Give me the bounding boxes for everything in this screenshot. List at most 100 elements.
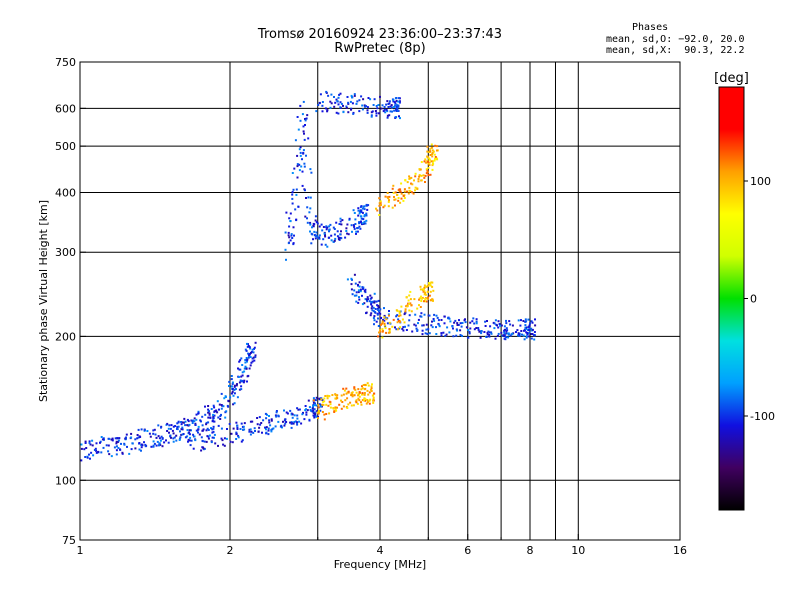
- data-point: [311, 233, 314, 236]
- data-point: [328, 412, 331, 415]
- data-point: [335, 409, 338, 412]
- data-point: [421, 324, 424, 327]
- data-point: [330, 93, 333, 96]
- data-point: [264, 412, 267, 415]
- data-point: [270, 430, 273, 433]
- data-point: [322, 238, 325, 241]
- data-point: [180, 433, 183, 436]
- data-point: [503, 334, 506, 337]
- data-point: [528, 327, 531, 330]
- data-point: [317, 409, 320, 412]
- data-point: [352, 112, 355, 115]
- data-point: [368, 402, 371, 405]
- data-point: [376, 304, 379, 307]
- data-point: [306, 114, 309, 117]
- data-point: [334, 394, 337, 397]
- data-point: [208, 412, 211, 415]
- data-point: [383, 324, 386, 327]
- data-point: [223, 437, 226, 440]
- data-point: [344, 399, 347, 402]
- data-point: [172, 432, 175, 435]
- data-point: [387, 205, 390, 208]
- data-point: [237, 367, 239, 370]
- data-point: [397, 97, 400, 100]
- data-point: [497, 332, 500, 335]
- data-point: [249, 433, 252, 436]
- data-point: [419, 288, 422, 291]
- data-point: [228, 385, 230, 387]
- data-point: [360, 217, 363, 220]
- data-point: [496, 324, 498, 327]
- data-point: [413, 323, 416, 326]
- data-point: [419, 168, 422, 171]
- data-point: [292, 422, 295, 425]
- data-point: [265, 428, 267, 431]
- data-point: [88, 453, 90, 456]
- data-point: [428, 294, 431, 297]
- data-point: [184, 420, 187, 423]
- data-point: [247, 345, 250, 347]
- data-point: [259, 423, 262, 426]
- data-point: [403, 190, 406, 193]
- data-point: [361, 222, 364, 225]
- data-point: [275, 411, 278, 414]
- data-point: [376, 107, 379, 110]
- data-point: [219, 415, 222, 418]
- data-point: [486, 333, 489, 336]
- data-point: [426, 169, 429, 172]
- data-point: [403, 197, 406, 199]
- data-point: [130, 432, 133, 435]
- data-point: [529, 322, 531, 325]
- data-point: [240, 440, 243, 443]
- data-point: [309, 223, 312, 226]
- data-point: [426, 297, 429, 300]
- data-point: [334, 397, 337, 400]
- data-point: [281, 426, 283, 429]
- data-point: [244, 348, 247, 351]
- data-point: [167, 427, 170, 430]
- data-point: [137, 428, 140, 431]
- data-point: [456, 322, 459, 325]
- data-point: [432, 299, 434, 302]
- data-point: [427, 328, 430, 331]
- data-point: [370, 301, 373, 304]
- data-point: [91, 444, 94, 447]
- data-point: [317, 417, 319, 420]
- data-point: [394, 191, 397, 194]
- data-point: [291, 237, 294, 239]
- data-point: [243, 370, 246, 373]
- data-point: [394, 326, 396, 329]
- data-point: [386, 110, 389, 113]
- data-point: [362, 218, 365, 221]
- data-point: [315, 415, 318, 418]
- data-point: [321, 411, 324, 413]
- data-point: [370, 296, 373, 299]
- data-point: [212, 427, 215, 430]
- data-point: [296, 116, 299, 118]
- data-point: [429, 284, 432, 287]
- data-point: [84, 442, 87, 444]
- data-point: [393, 196, 395, 198]
- data-point: [335, 221, 338, 224]
- data-point: [350, 283, 353, 286]
- data-point: [311, 407, 314, 410]
- data-point: [312, 397, 315, 400]
- data-point: [358, 296, 360, 299]
- data-point: [337, 238, 340, 240]
- data-point: [468, 332, 471, 335]
- data-point: [523, 338, 526, 341]
- data-point: [451, 325, 454, 328]
- data-point: [306, 409, 309, 412]
- data-point: [289, 239, 292, 242]
- data-point: [511, 324, 514, 327]
- data-point: [371, 110, 374, 113]
- data-point: [387, 197, 390, 200]
- data-point: [490, 331, 493, 334]
- data-point: [328, 236, 331, 239]
- data-point: [373, 323, 375, 326]
- data-point: [420, 179, 423, 182]
- data-point: [333, 411, 336, 413]
- x-tick-label: 1: [77, 544, 84, 557]
- data-point: [213, 406, 216, 409]
- data-point: [283, 409, 285, 412]
